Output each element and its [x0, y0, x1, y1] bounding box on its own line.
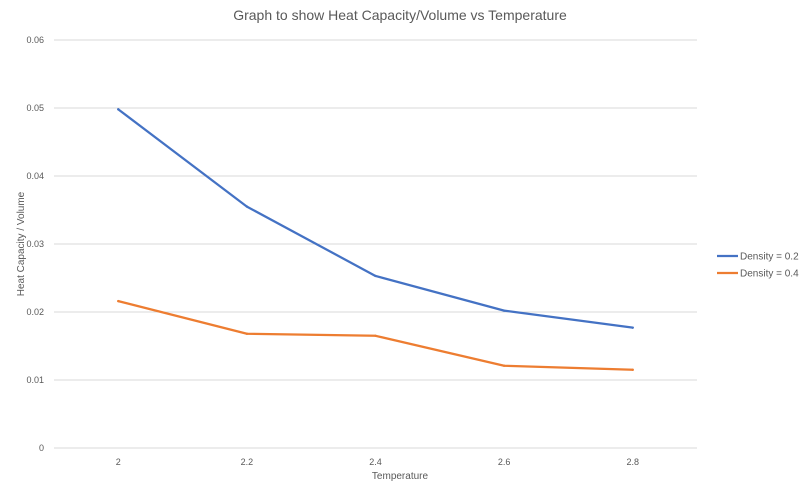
data-point	[117, 299, 120, 303]
data-point	[631, 368, 634, 371]
data-point	[374, 274, 377, 278]
data-point	[245, 205, 249, 208]
legend-item: Density = 0.2	[717, 252, 799, 263]
series	[117, 108, 634, 371]
x-tick-label: 2.8	[626, 457, 639, 467]
x-axis-label: Temperature	[372, 471, 429, 482]
data-point	[374, 334, 377, 337]
x-axis-ticks: 2 2.2 2.4 2.6 2.8	[116, 457, 639, 467]
gridlines	[54, 39, 697, 449]
data-point	[117, 108, 120, 111]
x-tick-label: 2.4	[369, 457, 382, 467]
y-tick-label: 0.02	[26, 307, 44, 317]
y-tick-label: 0.03	[26, 239, 44, 249]
data-point	[631, 326, 634, 329]
y-tick-label: 0	[39, 443, 44, 453]
x-tick-label: 2.2	[241, 457, 254, 467]
chart-title: Graph to show Heat Capacity/Volume vs Te…	[233, 7, 567, 23]
y-tick-label: 0.06	[26, 35, 44, 45]
series-1	[117, 108, 634, 329]
legend-label: Density = 0.4	[740, 269, 799, 280]
y-axis-ticks: 0 0.01 0.02 0.03 0.04 0.05 0.06	[26, 35, 44, 453]
y-axis-label: Heat Capacity / Volume	[16, 191, 27, 296]
data-point	[502, 309, 506, 312]
series-line	[117, 108, 634, 329]
legend-item: Density = 0.4	[717, 269, 799, 280]
y-tick-label: 0.05	[26, 103, 44, 113]
legend: Density = 0.2 Density = 0.4	[717, 252, 799, 280]
y-tick-label: 0.04	[26, 171, 44, 181]
legend-label: Density = 0.2	[740, 252, 799, 263]
x-tick-label: 2	[116, 457, 121, 467]
data-point	[502, 364, 506, 367]
y-tick-label: 0.01	[26, 375, 44, 385]
series-2	[117, 299, 634, 371]
data-point	[245, 332, 249, 335]
x-tick-label: 2.6	[498, 457, 511, 467]
